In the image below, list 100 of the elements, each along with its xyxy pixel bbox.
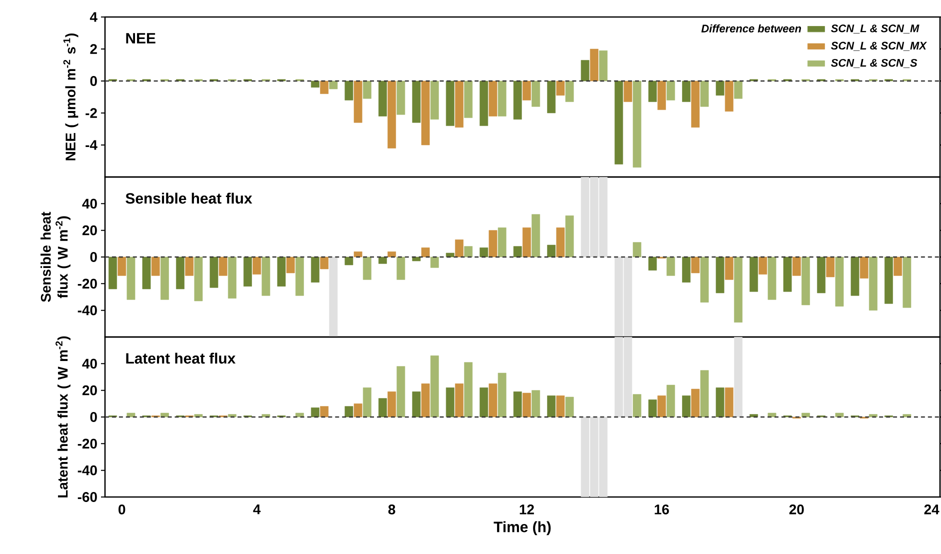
bar xyxy=(286,256,295,274)
bar xyxy=(388,392,396,418)
bar xyxy=(185,256,194,276)
bar xyxy=(758,256,768,274)
bar xyxy=(724,256,734,280)
bar xyxy=(792,256,801,276)
bar xyxy=(412,392,421,418)
y-tick-label: 40 xyxy=(82,198,97,209)
legend-label: SCN_L & SCN_MX xyxy=(831,42,927,51)
bar xyxy=(734,80,742,99)
bar xyxy=(262,256,270,296)
x-axis-title: Time (h) xyxy=(494,521,551,536)
bar xyxy=(724,80,734,112)
bar xyxy=(750,256,758,292)
bar xyxy=(412,80,421,123)
bar xyxy=(329,80,338,90)
x-tick-label: 12 xyxy=(520,504,534,514)
y-tick-label: -4 xyxy=(86,140,98,150)
bar xyxy=(142,256,151,290)
bar xyxy=(464,362,473,418)
bar xyxy=(513,392,522,418)
y-tick-label: 20 xyxy=(82,225,97,236)
bar xyxy=(295,256,304,296)
bar xyxy=(228,414,236,418)
bar xyxy=(682,396,690,418)
bar xyxy=(783,256,792,292)
bar xyxy=(446,388,454,418)
bar xyxy=(354,252,362,258)
bar xyxy=(310,408,320,418)
y-axis-title: NEE ( μmol m$^{-2}$ s$^{-1}$) xyxy=(63,33,78,160)
bar xyxy=(228,256,236,298)
y-tick-label: -20 xyxy=(78,438,97,449)
bar xyxy=(532,214,540,258)
bar xyxy=(556,80,565,96)
bar xyxy=(498,80,506,116)
bar xyxy=(522,228,531,258)
bar xyxy=(691,256,700,274)
bar xyxy=(850,256,860,296)
y-tick-label: -20 xyxy=(78,278,97,289)
bar xyxy=(802,412,810,418)
text: Latent heat flux xyxy=(126,352,236,364)
bar xyxy=(320,406,328,418)
bar xyxy=(396,366,406,418)
bar xyxy=(869,414,878,418)
bar xyxy=(700,80,709,107)
bar xyxy=(817,256,826,294)
bar xyxy=(632,80,642,168)
bar xyxy=(768,256,776,300)
bar xyxy=(262,414,270,418)
bar xyxy=(421,384,430,418)
bar xyxy=(532,80,540,107)
bar xyxy=(378,80,387,116)
bar xyxy=(648,80,657,102)
bar xyxy=(802,256,810,306)
bar xyxy=(734,256,742,322)
bar xyxy=(902,256,912,308)
bar xyxy=(565,80,574,102)
bar xyxy=(547,244,556,258)
bar xyxy=(716,388,724,418)
bar xyxy=(488,230,498,258)
bar xyxy=(522,80,531,100)
bar xyxy=(648,400,657,418)
bar xyxy=(565,396,574,418)
bar xyxy=(724,388,734,418)
x-tick-label: 8 xyxy=(388,504,396,514)
bar xyxy=(624,80,632,102)
legend-label: SCN_L & SCN_S xyxy=(831,58,918,68)
bar xyxy=(430,80,439,120)
bar xyxy=(455,80,464,128)
bar xyxy=(151,256,160,276)
bar xyxy=(295,412,304,418)
bar xyxy=(354,80,362,123)
bar xyxy=(547,396,556,418)
x-tick-label: 16 xyxy=(654,504,669,514)
y-tick-label: -40 xyxy=(78,305,97,316)
y-tick-label: -40 xyxy=(78,465,97,476)
bar xyxy=(388,80,396,148)
y-tick-label: 2 xyxy=(90,44,97,54)
bar xyxy=(869,256,878,310)
bar xyxy=(614,80,624,164)
bar xyxy=(421,248,430,258)
bar xyxy=(657,80,666,110)
bar xyxy=(430,356,439,418)
bar xyxy=(648,256,657,270)
bar xyxy=(430,256,439,268)
bar xyxy=(277,256,286,286)
bar xyxy=(446,80,454,126)
bar xyxy=(310,80,320,88)
bar xyxy=(421,80,430,146)
bar xyxy=(118,256,126,276)
y-tick-label: -60 xyxy=(78,492,97,502)
bar xyxy=(700,370,709,418)
bar xyxy=(378,398,387,418)
y-tick-label: -2 xyxy=(86,108,97,118)
text: NEE xyxy=(126,33,156,44)
bar xyxy=(666,80,675,100)
y-tick-label: 0 xyxy=(90,76,97,86)
bar xyxy=(455,240,464,258)
bar xyxy=(218,256,228,276)
bar xyxy=(344,256,354,266)
